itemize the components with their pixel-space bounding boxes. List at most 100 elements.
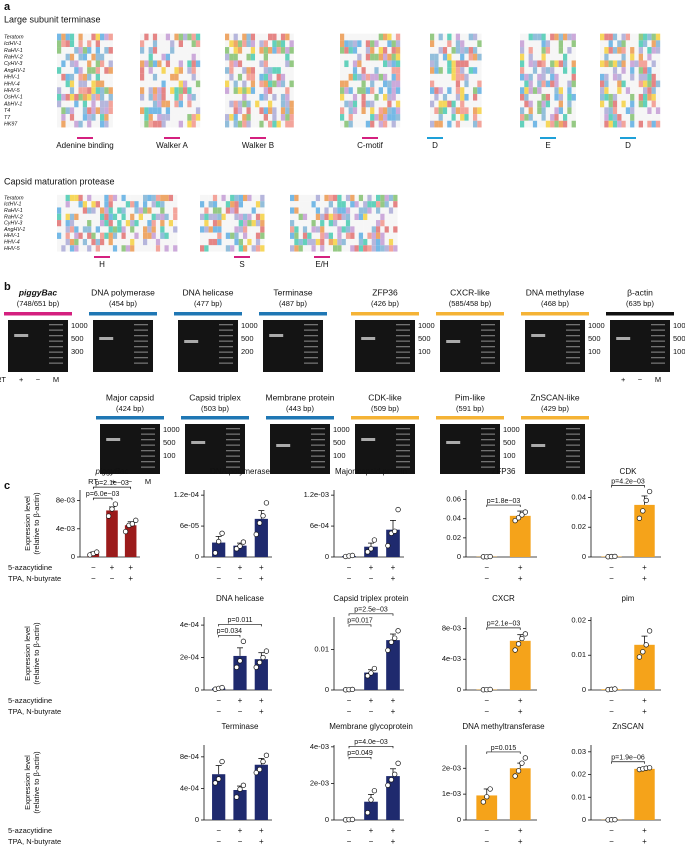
residue <box>376 201 381 208</box>
residue <box>528 53 533 61</box>
residue <box>168 201 174 208</box>
residue <box>380 226 385 233</box>
amplicon-size: (443 bp) <box>286 404 314 413</box>
residue <box>57 120 62 128</box>
residue <box>434 100 439 108</box>
ladder-band <box>134 335 148 337</box>
residue <box>455 107 461 115</box>
residue <box>473 47 478 54</box>
residue <box>152 107 158 115</box>
residue <box>285 80 290 88</box>
residue <box>200 207 205 214</box>
residue <box>430 80 435 88</box>
residue <box>290 238 295 246</box>
residue <box>477 60 482 68</box>
residue <box>82 207 88 214</box>
residue <box>447 60 452 68</box>
residue <box>170 47 175 54</box>
residue <box>217 201 222 208</box>
residue <box>255 73 260 81</box>
residue <box>285 100 290 108</box>
residue <box>537 80 542 88</box>
residue <box>268 53 273 61</box>
residue <box>532 60 538 68</box>
residue <box>464 120 469 128</box>
y-tick-label: 0 <box>457 685 461 694</box>
residue <box>104 120 109 128</box>
residue <box>608 114 613 121</box>
band <box>191 441 206 444</box>
p-value: p=1.9e−06 <box>611 755 645 762</box>
residue <box>643 67 648 74</box>
species-name: T7 <box>4 115 11 121</box>
residue <box>155 194 161 202</box>
residue <box>604 100 609 108</box>
gel <box>355 424 415 474</box>
residue <box>348 47 353 54</box>
residue <box>365 53 371 61</box>
residue <box>268 114 273 121</box>
residue <box>74 93 79 101</box>
residue <box>388 238 394 246</box>
residue <box>100 201 105 208</box>
residue <box>250 87 256 94</box>
y-tick-label: 0 <box>71 552 75 561</box>
residue <box>345 220 351 227</box>
residue <box>520 80 525 88</box>
residue <box>460 114 465 121</box>
residue <box>371 207 376 214</box>
residue <box>333 220 338 227</box>
residue <box>354 213 359 221</box>
residue <box>74 245 79 252</box>
residue <box>151 245 156 252</box>
residue <box>100 80 105 88</box>
residue <box>468 107 473 115</box>
residue <box>143 213 148 221</box>
residue <box>567 67 572 74</box>
residue <box>630 93 635 101</box>
residue <box>61 40 66 48</box>
residue <box>221 238 226 246</box>
residue <box>91 60 96 68</box>
residue <box>477 114 482 121</box>
residue <box>65 107 70 115</box>
residue <box>61 120 66 128</box>
residue <box>87 93 92 101</box>
residue <box>140 93 145 101</box>
residue <box>147 201 152 208</box>
residue <box>87 60 92 68</box>
chart-title: piggyBac <box>95 467 129 476</box>
category-label: + <box>518 707 523 716</box>
category-label: + <box>369 563 374 572</box>
residue <box>638 47 643 54</box>
residue <box>376 238 381 246</box>
residue <box>387 100 392 108</box>
residue <box>178 120 183 128</box>
residue <box>82 40 88 48</box>
residue <box>315 207 321 214</box>
residue <box>298 194 303 202</box>
residue <box>117 245 122 252</box>
residue <box>350 201 355 208</box>
residue <box>324 194 329 202</box>
residue <box>374 67 379 74</box>
residue <box>82 226 88 233</box>
residue <box>250 80 256 88</box>
residue <box>170 120 175 128</box>
gene-name: Membrane protein <box>266 392 335 402</box>
residue <box>57 232 62 239</box>
residue <box>238 238 243 246</box>
residue <box>647 47 652 54</box>
band <box>14 334 29 337</box>
data-point <box>388 777 394 783</box>
residue <box>191 53 196 61</box>
residue <box>144 33 149 41</box>
residue <box>233 120 238 128</box>
residue <box>100 194 105 202</box>
residue <box>655 93 661 101</box>
residue <box>221 232 226 239</box>
ladder-band <box>396 433 410 435</box>
ladder-band <box>566 461 580 463</box>
residue <box>290 232 295 239</box>
residue <box>78 201 83 208</box>
